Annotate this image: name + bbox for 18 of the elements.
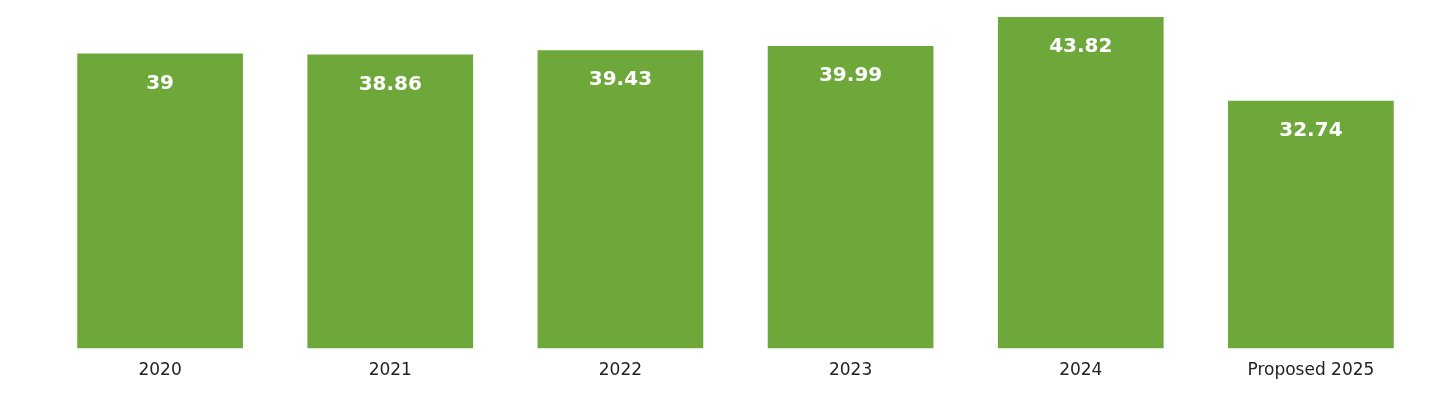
bar [307,54,474,349]
x-tick-label: 2024 [1059,359,1103,380]
bar [77,53,243,349]
x-tick-label: Proposed 2025 [1247,359,1375,380]
data-label: 39 [146,69,175,94]
x-tick-label: 2022 [598,359,643,380]
data-label: 39.99 [818,62,883,87]
x-tick-label: 2021 [368,359,412,380]
bar [537,50,704,349]
data-label: 38.86 [358,70,422,95]
bar [1228,100,1394,349]
x-tick-label: 2023 [828,359,873,380]
bar [997,16,1164,349]
data-label: 43.82 [1049,33,1113,58]
data-label: 32.74 [1279,117,1343,141]
x-tick-label: 2020 [138,359,182,380]
data-label: 39.43 [588,66,653,91]
bar [767,45,934,349]
